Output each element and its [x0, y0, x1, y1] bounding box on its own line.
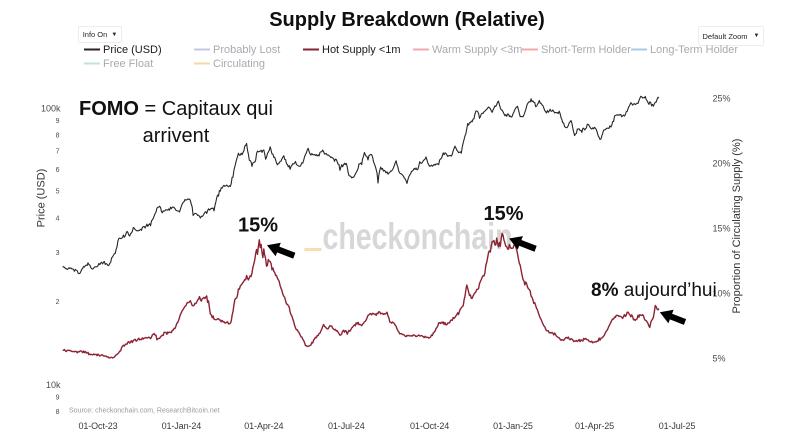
- svg-text:01-Oct-24: 01-Oct-24: [410, 421, 449, 431]
- svg-text:25%: 25%: [713, 93, 731, 103]
- svg-text:Long-Term Holder: Long-Term Holder: [650, 44, 738, 56]
- svg-text:01-Jan-25: 01-Jan-25: [493, 421, 533, 431]
- svg-text:01-Apr-24: 01-Apr-24: [244, 421, 283, 431]
- svg-text:15%: 15%: [483, 203, 523, 225]
- svg-text:Proportion of Circulating Supp: Proportion of Circulating Supply (%): [731, 139, 743, 314]
- svg-text:7: 7: [56, 148, 60, 155]
- svg-text:2: 2: [56, 299, 60, 306]
- svg-text:Warm Supply <3m: Warm Supply <3m: [432, 44, 522, 56]
- svg-text:Probably Lost: Probably Lost: [213, 44, 280, 56]
- svg-text:Circulating: Circulating: [213, 58, 265, 70]
- svg-text:8% aujourd’hui: 8% aujourd’hui: [591, 280, 717, 301]
- svg-text:10%: 10%: [713, 288, 731, 298]
- svg-text:01-Apr-25: 01-Apr-25: [575, 421, 614, 431]
- svg-text:01-Jan-24: 01-Jan-24: [162, 421, 202, 431]
- svg-text:Price (USD): Price (USD): [103, 44, 162, 56]
- svg-text:Source: checkonchain.com, Rese: Source: checkonchain.com, ResearchBitcoi…: [69, 408, 220, 415]
- svg-text:15%: 15%: [713, 223, 731, 233]
- svg-text:01-Jul-25: 01-Jul-25: [659, 421, 696, 431]
- svg-text:9: 9: [56, 395, 60, 402]
- svg-text:10k: 10k: [46, 380, 61, 390]
- svg-text:checkonchain: checkonchain: [323, 216, 513, 257]
- svg-text:20%: 20%: [713, 158, 731, 168]
- svg-text:01-Jul-24: 01-Jul-24: [328, 421, 365, 431]
- svg-text:9: 9: [56, 118, 60, 125]
- svg-text:Hot Supply <1m: Hot Supply <1m: [322, 44, 401, 56]
- svg-text:Price (USD): Price (USD): [36, 169, 48, 228]
- svg-text:6: 6: [56, 167, 60, 174]
- svg-text:5: 5: [56, 189, 60, 196]
- svg-text:3: 3: [56, 250, 60, 257]
- svg-text:100k: 100k: [41, 103, 61, 113]
- svg-text:Free Float: Free Float: [103, 58, 153, 70]
- svg-text:8: 8: [56, 132, 60, 139]
- svg-text:15%: 15%: [238, 215, 278, 237]
- svg-text:5%: 5%: [713, 353, 726, 363]
- svg-text:4: 4: [56, 216, 60, 223]
- svg-text:01-Oct-23: 01-Oct-23: [78, 421, 117, 431]
- svg-text:8: 8: [56, 409, 60, 416]
- svg-text:Short-Term Holder: Short-Term Holder: [541, 44, 631, 56]
- svg-text:Supply Breakdown (Relative): Supply Breakdown (Relative): [269, 9, 545, 31]
